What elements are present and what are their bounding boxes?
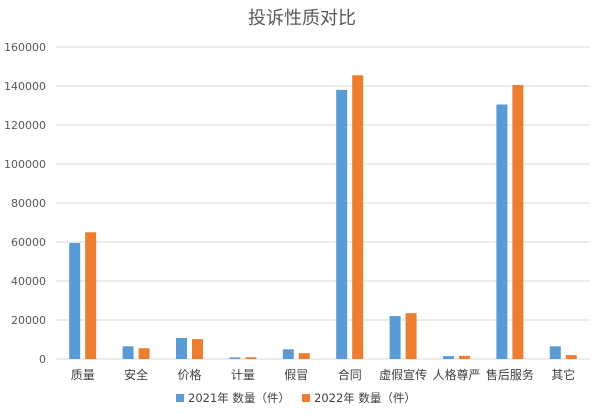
chart-title: 投诉性质对比	[248, 8, 356, 29]
bar-series-2-质量	[85, 232, 97, 359]
x-category-label: 合同	[338, 367, 362, 382]
x-category-label: 人格尊严	[432, 367, 480, 382]
bar-series-2-计量	[245, 357, 257, 359]
x-category-label: 其它	[551, 367, 575, 382]
bar-series-1-计量	[229, 357, 241, 359]
legend-label: 2021年 数量（件）	[188, 391, 290, 405]
bar-series-2-虚假宣传	[405, 313, 417, 359]
bar-series-2-假冒	[298, 353, 310, 359]
y-tick-label: 60000	[11, 236, 46, 249]
x-category-label: 安全	[124, 367, 148, 382]
bar-series-1-价格	[176, 337, 187, 359]
legend-swatch	[176, 394, 184, 402]
y-tick-label: 160000	[4, 41, 46, 54]
x-category-label: 假冒	[284, 368, 308, 382]
x-category-label: 价格	[177, 367, 201, 382]
x-category-label: 质量	[71, 368, 95, 382]
y-tick-label: 100000	[4, 158, 46, 171]
bar-series-2-合同	[352, 75, 364, 360]
bars	[69, 75, 577, 360]
bar-series-1-虚假宣传	[389, 316, 401, 359]
y-axis-tick-labels: 0 20000 40000 60000 80000 100000 120000 140000 1…	[4, 41, 46, 366]
y-tick-label: 80000	[11, 197, 46, 210]
x-axis-category-labels: 质量 安全 价格 计量 假冒 合同 虚假宣传 人格尊严 售后服务 其它	[71, 367, 576, 382]
bar-series-1-假冒	[282, 349, 294, 359]
bar-series-2-人格尊严	[459, 355, 470, 359]
y-tick-label: 20000	[11, 314, 46, 327]
bar-series-1-安全	[122, 346, 134, 359]
x-category-label: 计量	[231, 368, 255, 382]
gridlines	[56, 46, 590, 360]
x-category-label: 虚假宣传	[379, 367, 427, 382]
legend: 2021年 数量（件） 2022年 数量（件）	[176, 391, 416, 405]
y-tick-label: 140000	[4, 80, 46, 93]
legend-swatch	[302, 394, 310, 402]
bar-series-1-其它	[549, 346, 561, 359]
x-category-label: 售后服务	[486, 367, 534, 382]
bar-series-1-质量	[69, 242, 81, 359]
y-tick-label: 120000	[4, 119, 46, 132]
bar-series-2-价格	[192, 339, 203, 359]
bar-series-1-售后服务	[496, 104, 508, 360]
bar-series-1-人格尊严	[443, 356, 454, 359]
bar-series-2-售后服务	[512, 85, 524, 360]
y-tick-label: 40000	[11, 275, 46, 288]
bar-series-2-安全	[138, 348, 150, 359]
y-tick-label: 0	[39, 353, 46, 366]
bar-series-1-合同	[336, 89, 348, 360]
bar-series-2-其它	[565, 355, 577, 359]
legend-label: 2022年 数量（件）	[314, 391, 416, 405]
